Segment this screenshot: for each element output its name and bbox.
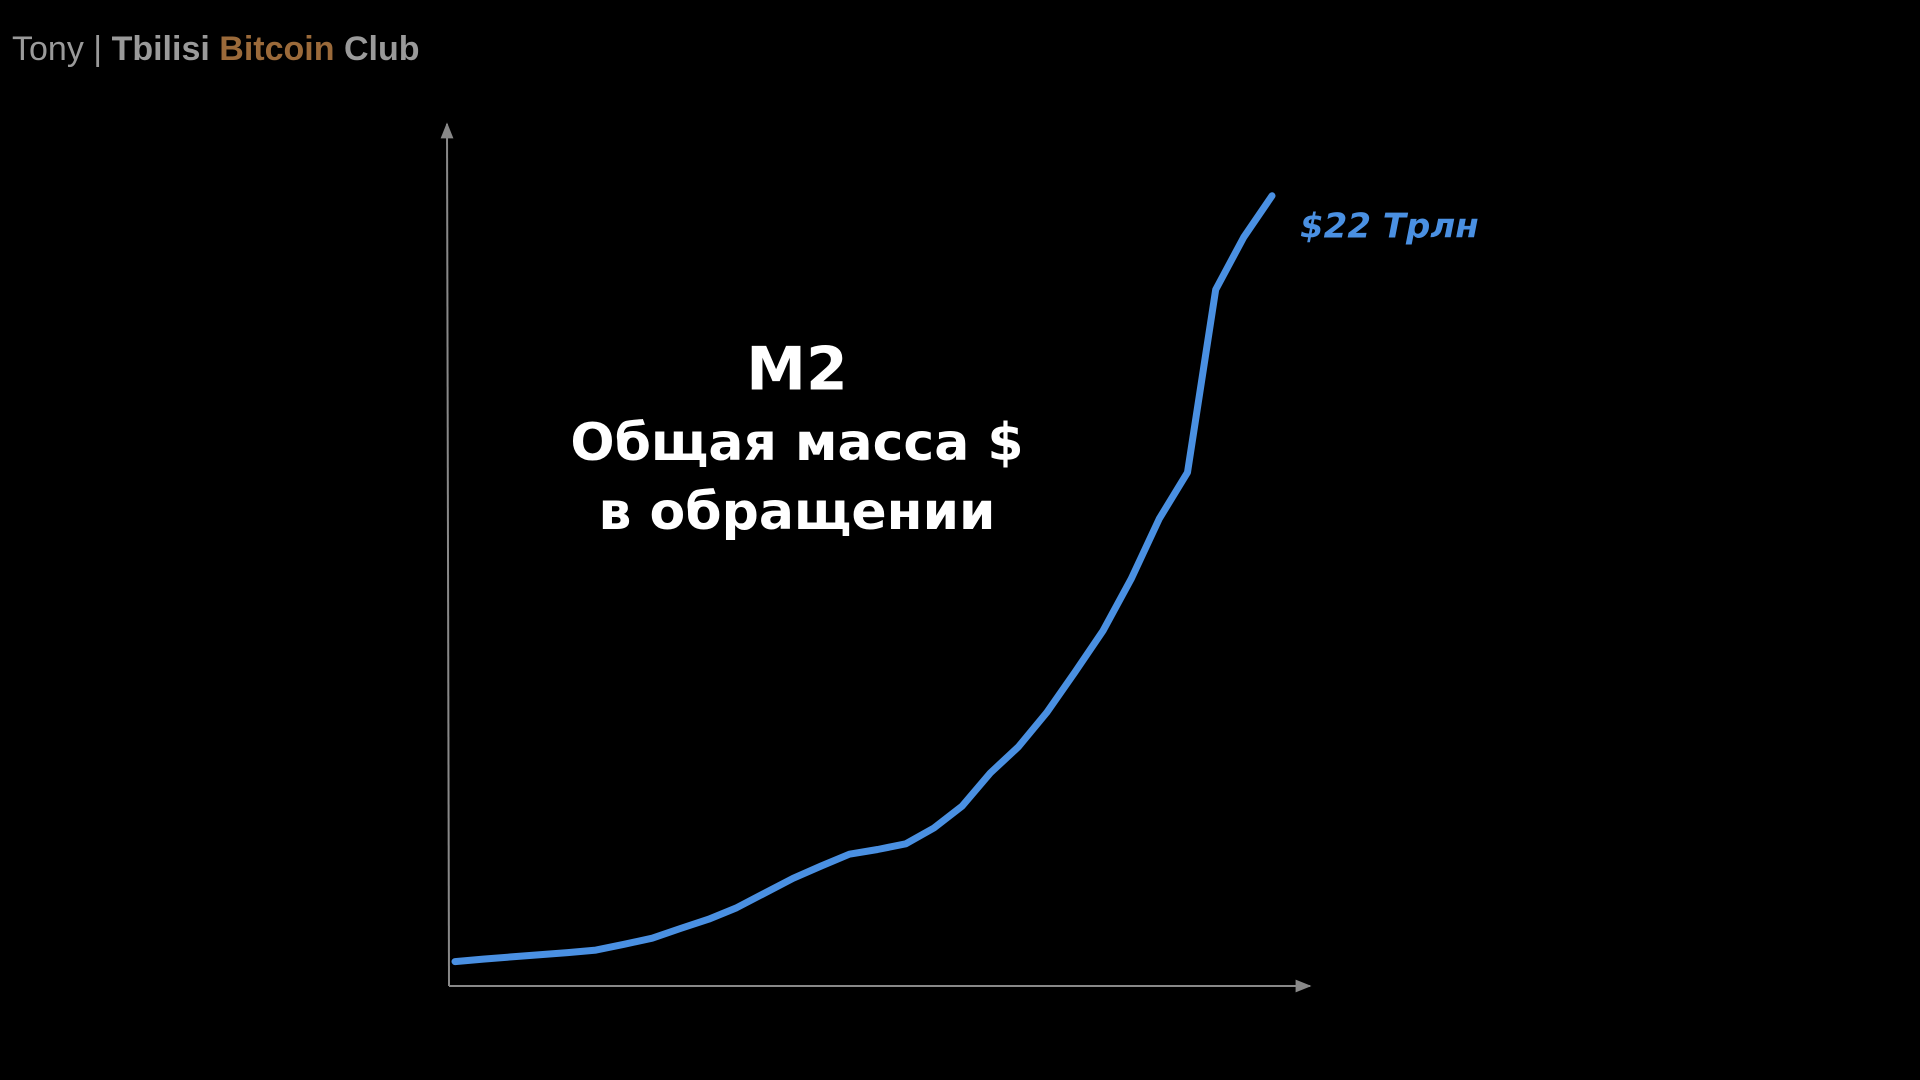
annotation: $22 Трлн bbox=[1300, 207, 1479, 247]
club: Club bbox=[344, 30, 420, 68]
y-axis bbox=[440, 122, 454, 987]
chart-subtitle: Общая масса $ bbox=[570, 413, 1023, 473]
chart-subtitle: в обращении bbox=[599, 482, 996, 542]
city: Tbilisi bbox=[112, 30, 210, 68]
brand: Bitcoin bbox=[219, 30, 334, 68]
separator: | bbox=[93, 30, 102, 68]
header: Tony | Tbilisi Bitcoin Club bbox=[12, 30, 419, 68]
author: Tony bbox=[12, 30, 84, 68]
chart-title: M2 bbox=[746, 335, 847, 405]
data-line bbox=[451, 192, 1276, 966]
